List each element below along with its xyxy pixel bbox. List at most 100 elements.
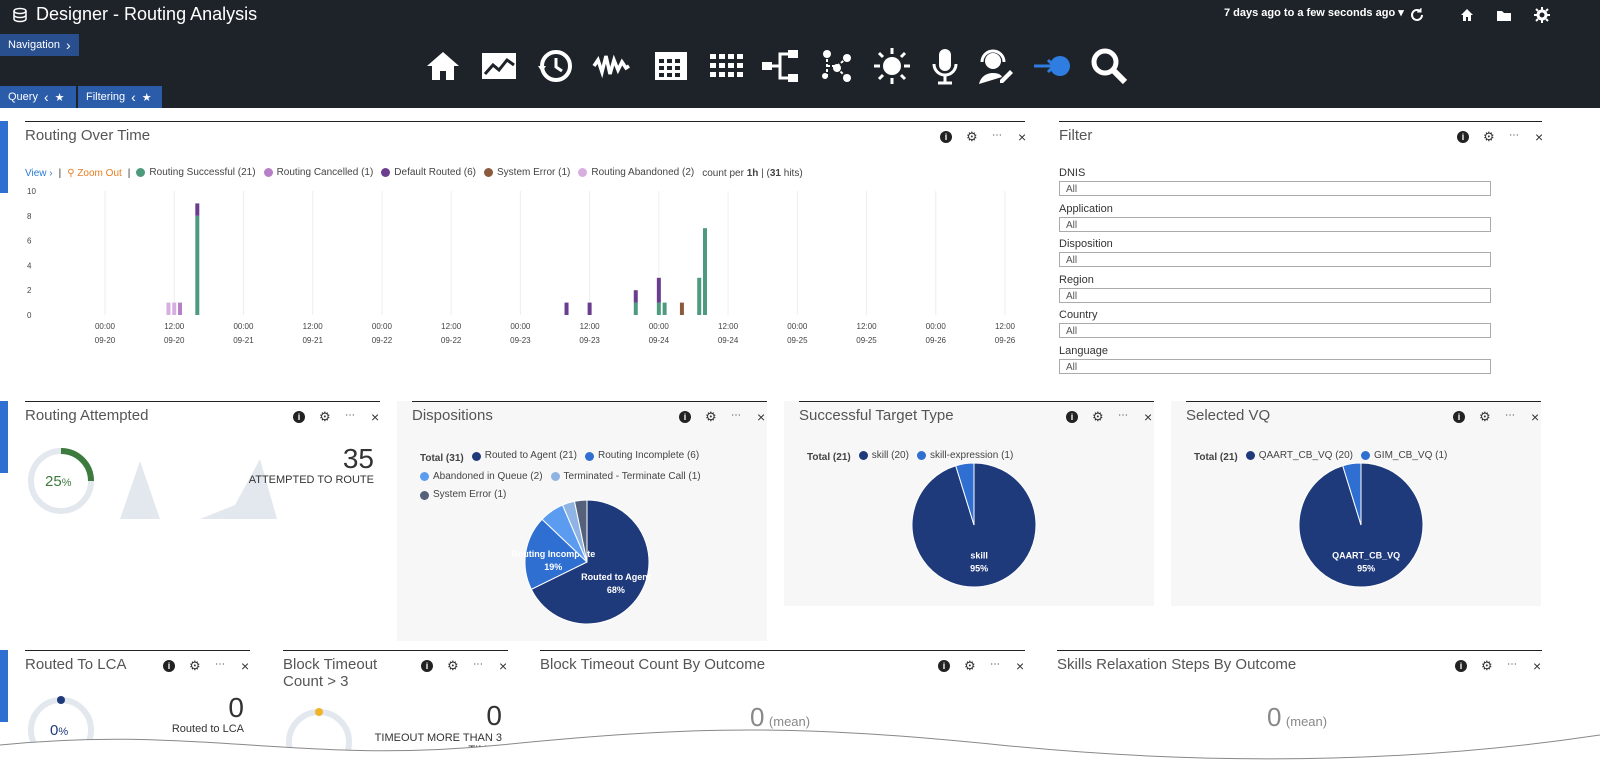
info-icon[interactable]: i [293, 411, 305, 423]
chart-bar[interactable] [633, 302, 638, 315]
close-icon[interactable]: × [1533, 658, 1542, 674]
drag-handle-icon[interactable]: ⋯ [1507, 659, 1517, 670]
pie-slice[interactable] [1342, 462, 1362, 526]
filter-input[interactable]: All [1059, 181, 1491, 196]
gear-icon[interactable]: ⚙ [447, 658, 459, 673]
line-chart-icon[interactable] [479, 46, 519, 86]
close-icon[interactable]: × [499, 658, 508, 674]
time-range-selector[interactable]: 7 days ago to a few seconds ago ▾ [1224, 6, 1404, 19]
legend-item[interactable]: Routing Abandoned (2) [578, 167, 694, 178]
close-icon[interactable]: × [1018, 129, 1027, 145]
close-icon[interactable]: × [371, 409, 380, 425]
node-graph-icon[interactable] [817, 46, 857, 86]
close-icon[interactable]: × [1144, 409, 1153, 425]
flow-tree-icon[interactable] [760, 46, 800, 86]
info-icon[interactable]: i [1455, 660, 1467, 672]
legend-item[interactable]: Routed to Agent (21) [471, 447, 577, 465]
close-icon[interactable]: × [757, 409, 766, 425]
legend-item[interactable]: Default Routed (6) [381, 167, 476, 178]
gear-icon[interactable]: ⚙ [964, 658, 976, 673]
calendar-grid-icon[interactable] [651, 46, 691, 86]
info-icon[interactable]: i [421, 660, 433, 672]
legend-item[interactable]: Terminated - Terminate Call (1) [550, 468, 701, 486]
chart-bar[interactable] [195, 203, 200, 216]
chart-bar[interactable] [679, 302, 684, 315]
filter-input[interactable]: All [1059, 252, 1491, 267]
search-icon[interactable] [1089, 46, 1129, 86]
gear-icon[interactable]: ⚙ [1092, 409, 1104, 424]
agent-headset-icon[interactable] [976, 46, 1016, 86]
view-link[interactable]: View › [25, 168, 53, 179]
legend-item[interactable]: System Error (1) [420, 486, 506, 504]
drag-handle-icon[interactable]: ⋯ [992, 130, 1002, 141]
chart-bar[interactable] [587, 302, 592, 315]
filtering-tab[interactable]: Filtering ‹ ★ [78, 86, 162, 108]
legend-item[interactable]: System Error (1) [484, 167, 570, 178]
folder-icon[interactable] [1495, 6, 1513, 24]
drag-handle-icon[interactable]: ⋯ [1509, 130, 1519, 141]
drag-handle-icon[interactable]: ⋯ [1118, 410, 1128, 421]
chart-bar[interactable] [195, 215, 200, 315]
navigation-tab[interactable]: Navigation › [0, 34, 79, 56]
chart-bar[interactable] [703, 228, 707, 315]
pie-slice[interactable] [573, 499, 588, 563]
drag-handle-icon[interactable]: ⋯ [731, 410, 741, 421]
chart-bar[interactable] [166, 302, 171, 315]
star-icon[interactable]: ★ [54, 91, 65, 104]
filter-input[interactable]: All [1059, 287, 1491, 303]
close-icon[interactable]: × [1016, 658, 1025, 674]
chart-bar[interactable] [656, 302, 661, 315]
gear-icon[interactable]: ⚙ [1479, 409, 1491, 424]
waveform-icon[interactable] [591, 46, 631, 86]
chart-bar[interactable] [564, 302, 569, 315]
pie-slice[interactable] [524, 518, 588, 590]
chart-bar[interactable] [178, 302, 182, 315]
gear-icon[interactable]: ⚙ [966, 129, 978, 144]
legend-item[interactable]: Routing Cancelled (1) [263, 167, 373, 178]
legend-item[interactable]: QAART_CB_VQ (20) [1245, 450, 1353, 461]
legend-item[interactable]: Abandoned in Queue (2) [420, 468, 543, 486]
filter-input[interactable]: All [1059, 216, 1491, 232]
close-icon[interactable]: × [1535, 129, 1544, 145]
filter-input[interactable]: All [1059, 323, 1491, 338]
legend-item[interactable]: GIM_CB_VQ (1) [1361, 450, 1447, 461]
info-icon[interactable]: i [679, 411, 691, 423]
refresh-icon[interactable] [1408, 6, 1426, 24]
gear-icon[interactable]: ⚙ [189, 658, 201, 673]
drag-handle-icon[interactable]: ⋯ [1505, 410, 1515, 421]
legend-item[interactable]: skill (20) [858, 450, 909, 461]
microphone-icon[interactable] [925, 46, 965, 86]
history-icon[interactable] [535, 46, 575, 86]
route-arrow-icon[interactable] [1032, 46, 1072, 86]
gear-icon[interactable] [1533, 6, 1551, 24]
pie-slice[interactable] [530, 499, 650, 625]
info-icon[interactable]: i [938, 660, 950, 672]
close-icon[interactable]: × [1531, 409, 1540, 425]
legend-item[interactable]: Routing Incomplete (6) [585, 447, 699, 465]
gear-icon[interactable]: ⚙ [1481, 658, 1493, 673]
drag-handle-icon[interactable]: ⋯ [215, 659, 225, 670]
zoom-out-link[interactable]: ⚲ Zoom Out [67, 168, 122, 179]
home-icon[interactable] [423, 46, 463, 86]
legend-item[interactable]: skill-expression (1) [916, 450, 1013, 461]
info-icon[interactable]: i [940, 131, 952, 143]
info-icon[interactable]: i [1453, 411, 1465, 423]
chart-bar[interactable] [656, 277, 661, 303]
star-icon[interactable]: ★ [141, 91, 152, 104]
legend-item[interactable]: Routing Successful (21) [136, 167, 256, 178]
drag-handle-icon[interactable]: ⋯ [473, 659, 483, 670]
chart-bar[interactable] [662, 302, 667, 315]
chart-bar[interactable] [172, 302, 177, 315]
close-icon[interactable]: × [241, 658, 250, 674]
gear-icon[interactable]: ⚙ [705, 409, 717, 424]
info-icon[interactable]: i [1066, 411, 1078, 423]
filter-input[interactable]: All [1059, 358, 1491, 374]
drag-handle-icon[interactable]: ⋯ [345, 410, 355, 421]
drag-handle-icon[interactable]: ⋯ [990, 659, 1000, 670]
pie-slice[interactable] [955, 462, 975, 526]
query-tab[interactable]: Query ‹ ★ [0, 86, 76, 108]
grid-dots-icon[interactable] [706, 46, 746, 86]
gear-icon[interactable]: ⚙ [1483, 129, 1495, 144]
sun-icon[interactable] [872, 46, 912, 86]
info-icon[interactable]: i [1457, 131, 1469, 143]
